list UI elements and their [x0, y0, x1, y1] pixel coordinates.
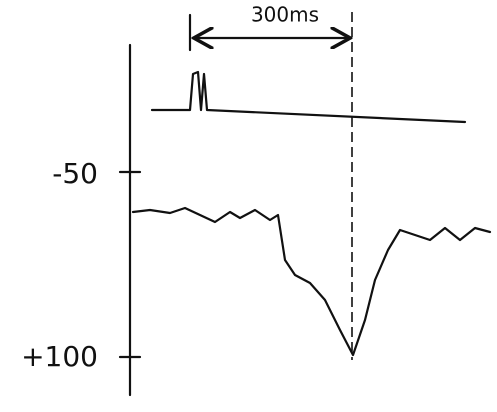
y-tick-label: -50	[52, 157, 98, 190]
y-tick-label: +100	[21, 340, 98, 373]
erp-sketch: 300ms -50 +100	[0, 0, 497, 412]
interval-label: 300ms	[251, 3, 319, 27]
stimulus-trace	[152, 72, 465, 122]
erp-waveform	[133, 208, 490, 355]
